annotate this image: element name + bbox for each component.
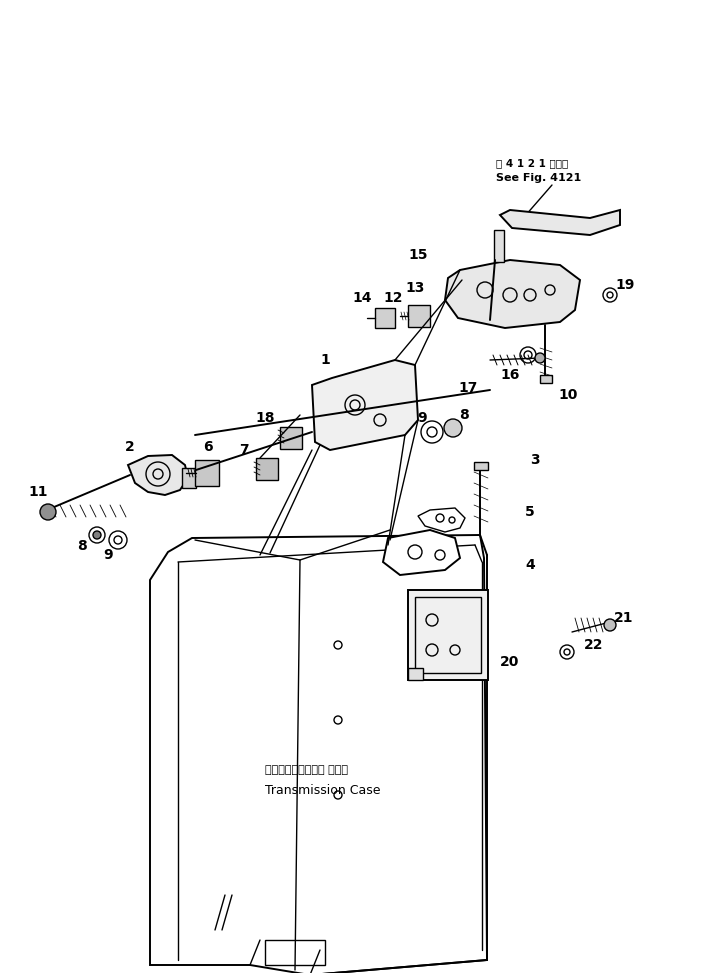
Polygon shape <box>128 455 188 495</box>
Polygon shape <box>500 210 620 235</box>
Text: 2: 2 <box>125 440 135 454</box>
Text: 4: 4 <box>525 558 535 572</box>
Bar <box>195 460 219 486</box>
Text: 11: 11 <box>29 485 48 499</box>
Text: 14: 14 <box>352 291 372 305</box>
Bar <box>182 468 196 488</box>
Polygon shape <box>383 530 460 575</box>
Circle shape <box>444 419 462 437</box>
Text: 8: 8 <box>77 539 87 553</box>
Text: 10: 10 <box>558 388 578 402</box>
Bar <box>408 668 423 680</box>
Text: 15: 15 <box>408 248 428 262</box>
Circle shape <box>93 531 101 539</box>
Text: 7: 7 <box>239 443 248 457</box>
Text: 第 4 1 2 1 図参照: 第 4 1 2 1 図参照 <box>496 158 568 168</box>
Polygon shape <box>150 535 487 973</box>
Bar <box>280 427 302 449</box>
Text: 19: 19 <box>615 278 635 292</box>
Text: トランスミッション ケース: トランスミッション ケース <box>265 765 348 775</box>
Text: 21: 21 <box>614 611 634 625</box>
Text: 18: 18 <box>255 411 275 425</box>
Bar <box>256 458 278 480</box>
Text: 9: 9 <box>104 548 113 562</box>
Polygon shape <box>418 508 465 532</box>
Bar <box>265 940 325 965</box>
Text: 20: 20 <box>501 655 520 669</box>
Text: See Fig. 4121: See Fig. 4121 <box>496 173 581 183</box>
Text: 3: 3 <box>531 453 540 467</box>
Bar <box>415 597 481 673</box>
Bar <box>474 462 488 470</box>
Text: 13: 13 <box>406 281 425 295</box>
Text: 22: 22 <box>584 638 604 652</box>
Text: 9: 9 <box>417 411 427 425</box>
Text: 6: 6 <box>203 440 213 454</box>
Text: 8: 8 <box>459 408 469 422</box>
Bar <box>494 230 504 262</box>
Circle shape <box>535 353 545 363</box>
Polygon shape <box>312 360 418 450</box>
Circle shape <box>40 504 56 520</box>
Text: 17: 17 <box>458 381 478 395</box>
Bar <box>408 590 488 680</box>
Text: 12: 12 <box>383 291 403 305</box>
Text: 5: 5 <box>525 505 535 519</box>
Polygon shape <box>445 260 580 328</box>
Text: 16: 16 <box>501 368 520 382</box>
Bar <box>540 375 552 383</box>
Text: 1: 1 <box>320 353 330 367</box>
Circle shape <box>604 619 616 631</box>
Bar <box>375 308 395 328</box>
Text: Transmission Case: Transmission Case <box>265 783 381 797</box>
Bar <box>408 305 430 327</box>
